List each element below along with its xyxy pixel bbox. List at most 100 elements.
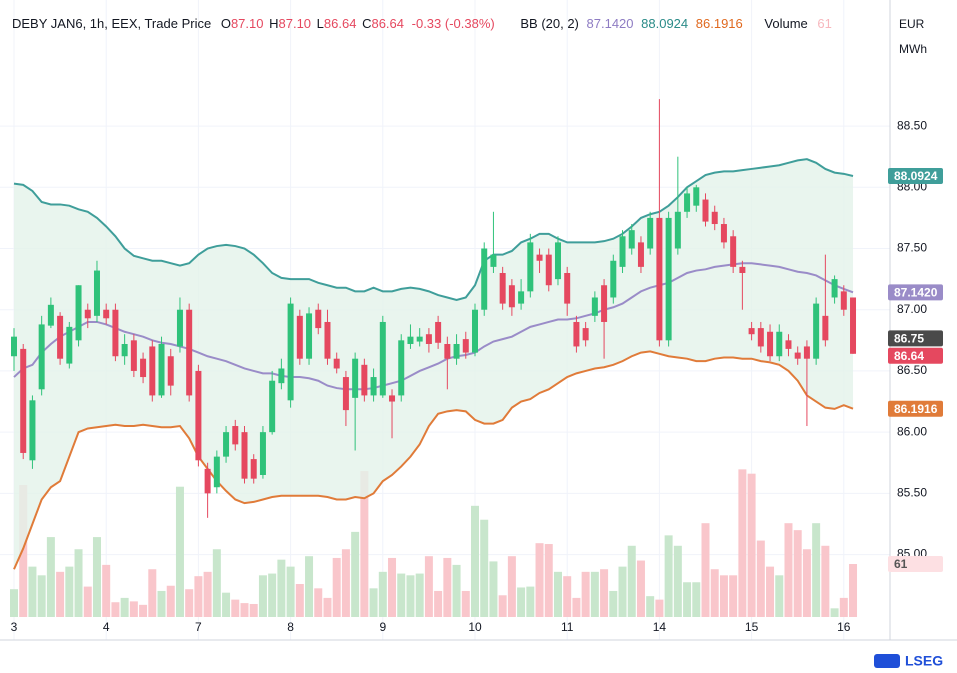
bb-basis-badge: 87.1420 bbox=[894, 286, 938, 300]
volume-bar bbox=[646, 596, 655, 617]
bb-basis-badge-bg bbox=[888, 284, 943, 301]
bb-upper-badge: 88.0924 bbox=[894, 169, 938, 183]
price-line-badge-bg bbox=[888, 330, 943, 347]
candle-body bbox=[803, 346, 810, 359]
candle-body bbox=[794, 352, 801, 359]
volume-bar bbox=[507, 556, 516, 617]
volume-bar bbox=[498, 595, 507, 617]
volume-bar bbox=[129, 601, 138, 617]
candle-body bbox=[840, 291, 847, 310]
volume-bar bbox=[581, 571, 590, 617]
volume-bar bbox=[434, 590, 443, 617]
volume-bar bbox=[258, 575, 267, 617]
candle-body bbox=[850, 297, 857, 354]
volume-bar bbox=[553, 571, 562, 617]
bb-basis: 87.1420 bbox=[587, 16, 634, 31]
volume-bar bbox=[378, 571, 387, 617]
candle-body bbox=[213, 456, 220, 488]
candle-body bbox=[186, 309, 193, 396]
ohlc-letter: O bbox=[221, 16, 231, 31]
candle-body bbox=[29, 400, 36, 461]
volume-bar bbox=[388, 557, 397, 617]
volume-badge-bg bbox=[888, 556, 943, 573]
y-tick-label: 87.00 bbox=[897, 302, 927, 316]
candle-body bbox=[103, 309, 110, 319]
candle-body bbox=[416, 336, 423, 342]
candle-body bbox=[767, 331, 774, 357]
candle-body bbox=[278, 368, 285, 384]
candle-body bbox=[573, 321, 580, 347]
volume-bar bbox=[793, 530, 802, 617]
x-tick-label: 15 bbox=[745, 620, 759, 634]
volume-bar bbox=[203, 571, 212, 617]
volume-pane bbox=[10, 469, 858, 617]
candle-body bbox=[287, 303, 294, 401]
candle-body bbox=[665, 217, 672, 341]
candle-body bbox=[554, 242, 561, 280]
volume-bar bbox=[111, 602, 120, 617]
candle-body bbox=[481, 248, 488, 310]
ohlc-letter: C bbox=[362, 16, 371, 31]
candle-body bbox=[361, 364, 368, 396]
volume-bar bbox=[341, 549, 350, 617]
candle-body bbox=[674, 211, 681, 249]
candle-body bbox=[425, 334, 432, 345]
volume-title: Volume bbox=[764, 16, 807, 31]
x-tick-label: 9 bbox=[379, 620, 386, 634]
x-tick-label: 7 bbox=[195, 620, 202, 634]
volume-bar bbox=[452, 564, 461, 617]
candle-body bbox=[75, 285, 82, 341]
volume-bar bbox=[323, 597, 332, 617]
last-price-badge-bg bbox=[888, 347, 943, 364]
y-tick-label: 87.50 bbox=[897, 241, 927, 255]
candle-body bbox=[591, 297, 598, 316]
candle-body bbox=[813, 303, 820, 359]
volume-bar bbox=[46, 537, 55, 617]
price-line-badge: 86.75 bbox=[894, 332, 924, 346]
volume-bar bbox=[839, 597, 848, 617]
candle-body bbox=[693, 187, 700, 206]
candle-body bbox=[527, 242, 534, 292]
x-tick-label: 16 bbox=[837, 620, 851, 634]
x-tick-label: 3 bbox=[11, 620, 18, 634]
candle-body bbox=[158, 344, 165, 396]
volume-bar bbox=[517, 587, 526, 617]
candle-body bbox=[333, 358, 340, 369]
volume-bar bbox=[166, 585, 175, 617]
candle-body bbox=[748, 328, 755, 335]
candle-body bbox=[822, 315, 829, 341]
volume-bar bbox=[830, 608, 839, 617]
volume-bar bbox=[802, 549, 811, 617]
candle-body bbox=[785, 340, 792, 349]
volume-bar bbox=[784, 523, 793, 617]
volume-bar bbox=[102, 564, 111, 617]
candle-body bbox=[306, 313, 313, 359]
candle-body bbox=[57, 315, 64, 359]
unit-label: MWh bbox=[899, 42, 927, 56]
volume-bar bbox=[756, 540, 765, 617]
candle-body bbox=[711, 211, 718, 225]
x-tick-label: 10 bbox=[468, 620, 482, 634]
candle-body bbox=[472, 309, 478, 353]
band-line bbox=[13, 262, 854, 391]
volume-bar bbox=[10, 589, 18, 617]
volume-bar bbox=[775, 575, 784, 617]
ohlc-value: 87.10 bbox=[279, 16, 312, 31]
candle-body bbox=[121, 344, 128, 357]
candle-body bbox=[324, 321, 331, 359]
candle-body bbox=[444, 344, 451, 359]
unit-label: EUR bbox=[899, 17, 925, 31]
candle-body bbox=[296, 315, 303, 359]
candle-body bbox=[176, 309, 183, 347]
candle-body bbox=[389, 395, 396, 402]
candle-body bbox=[730, 236, 737, 267]
volume-bar bbox=[655, 599, 664, 617]
volume-bar bbox=[471, 505, 479, 617]
volume-bar bbox=[609, 590, 618, 617]
candle-body bbox=[352, 358, 359, 398]
ohlc-value: 87.10 bbox=[231, 16, 264, 31]
volume-bar bbox=[286, 566, 295, 617]
candle-body bbox=[656, 217, 663, 341]
x-tick-label: 8 bbox=[287, 620, 294, 634]
volume-bar bbox=[535, 543, 544, 617]
